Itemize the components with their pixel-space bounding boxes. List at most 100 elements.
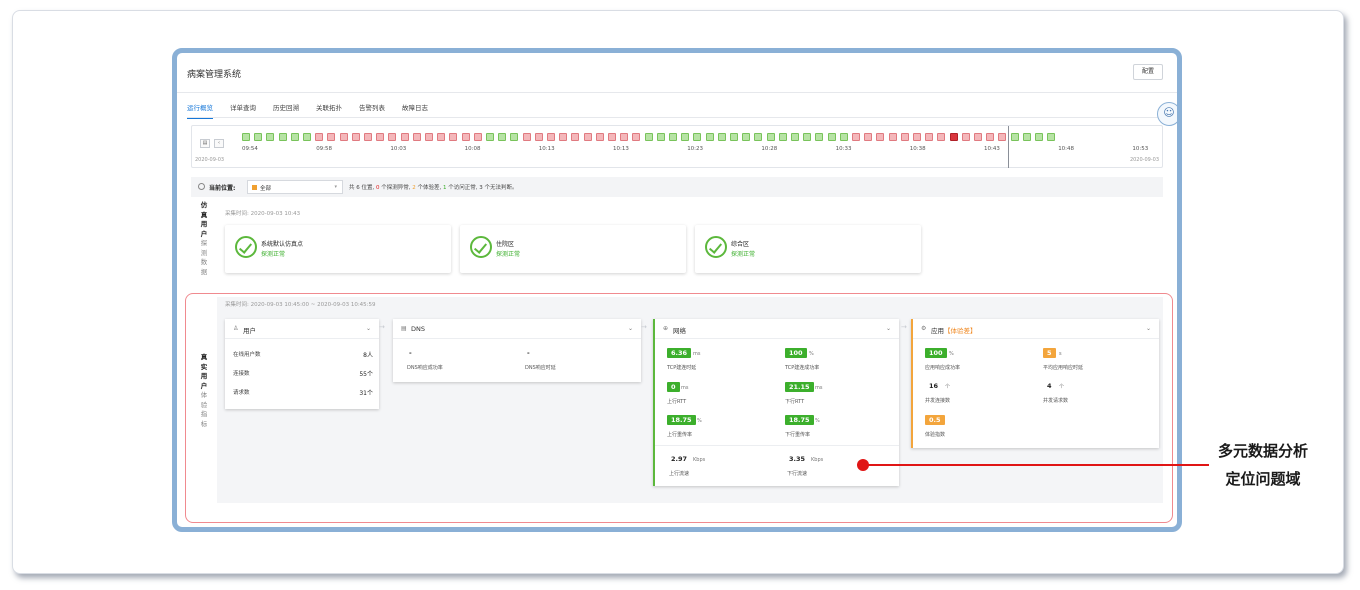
timeline-slot[interactable]	[864, 133, 873, 141]
timeline-slot[interactable]	[1022, 133, 1031, 141]
timeline-slot[interactable]	[351, 133, 360, 141]
timeline-slot[interactable]	[742, 133, 751, 141]
timeline-slot[interactable]	[571, 133, 580, 141]
config-button[interactable]: 配置	[1133, 64, 1163, 80]
check-circle-icon	[470, 236, 492, 258]
timeline-slot[interactable]	[717, 133, 726, 141]
timeline-slot[interactable]	[547, 133, 555, 141]
timeline-slot[interactable]	[400, 133, 409, 141]
app-module[interactable]: ⚙ 应用【体验差】 ⌄ 100 % 应用响应成功率 5 s 平均应用响应时延 1…	[911, 319, 1159, 448]
timeline-slot[interactable]	[852, 133, 860, 141]
timeline-slot[interactable]	[1047, 133, 1056, 141]
timeline-slot[interactable]	[522, 133, 531, 141]
tab-alarms[interactable]: 告警列表	[359, 104, 385, 112]
timeline-slot[interactable]	[839, 133, 848, 141]
location-select[interactable]: 全部 ▾	[247, 180, 343, 194]
timeline-slot[interactable]	[473, 133, 482, 141]
timeline-slot[interactable]	[632, 133, 641, 141]
timeline-slot[interactable]	[595, 133, 604, 141]
timeline-slot[interactable]	[949, 133, 958, 141]
timeline-slot[interactable]	[803, 133, 812, 141]
timeline-slot[interactable]	[778, 133, 787, 141]
timeline-slot[interactable]	[412, 133, 421, 141]
timeline-slot[interactable]	[644, 133, 653, 141]
timeline-slot[interactable]	[961, 133, 970, 141]
timeline-slot[interactable]	[827, 133, 836, 141]
timeline-slot[interactable]	[1010, 133, 1019, 141]
calendar-icon[interactable]: ▤	[200, 139, 210, 148]
timeline-slot[interactable]	[303, 133, 311, 141]
app-module-header[interactable]: ⚙ 应用【体验差】 ⌄	[913, 319, 1159, 339]
user-row-value: 31个	[359, 390, 373, 397]
dns-module-header[interactable]: ▤ DNS ⌄	[393, 319, 641, 339]
timeline-slot[interactable]	[254, 133, 263, 141]
timeline-slot[interactable]	[681, 133, 690, 141]
traffic-label: 下行流速	[787, 471, 808, 477]
timeline-slot[interactable]	[754, 133, 763, 141]
timeline-slot[interactable]	[925, 133, 934, 141]
timeline-slot[interactable]	[608, 133, 616, 141]
timeline-slot[interactable]	[278, 133, 287, 141]
timeline-slot[interactable]	[913, 133, 921, 141]
timeline-slot[interactable]	[388, 133, 397, 141]
timeline-slot[interactable]	[498, 133, 507, 141]
timeline-slot[interactable]	[815, 133, 824, 141]
network-module[interactable]: ⊕ 网络 ⌄ 6.36 ms TCP建连时延 100 % TCP建连成功率 0 …	[653, 319, 899, 486]
metric-unit: %	[815, 418, 820, 424]
timeline-slot[interactable]	[534, 133, 543, 141]
timeline-slot[interactable]	[876, 133, 885, 141]
timeline-slot[interactable]	[888, 133, 897, 141]
timeline-slot[interactable]	[425, 133, 433, 141]
user-row-label: 在线用户数	[233, 352, 261, 358]
timeline-slot[interactable]	[486, 133, 494, 141]
tab-detail-query[interactable]: 详单查询	[230, 104, 256, 112]
user-module[interactable]: ♙ 用户 ⌄ 在线用户数 8人 连接数 55个 请求数 31个	[225, 319, 379, 409]
timeline-slot[interactable]	[315, 133, 324, 141]
timeline-slot[interactable]	[339, 133, 348, 141]
timeline-slot[interactable]	[766, 133, 775, 141]
chevron-down-icon[interactable]: ⌄	[627, 325, 633, 332]
dns-module[interactable]: ▤ DNS ⌄ - DNS响应成功率 - DNS响应时延	[393, 319, 641, 382]
timeline-cursor[interactable]	[1008, 126, 1009, 168]
tab-topology[interactable]: 关联拓扑	[316, 104, 342, 112]
timeline-slot[interactable]	[974, 133, 982, 141]
timeline-slot[interactable]	[376, 133, 385, 141]
network-module-header[interactable]: ⊕ 网络 ⌄	[655, 319, 899, 339]
timeline-slot[interactable]	[290, 133, 299, 141]
tab-history[interactable]: 历史回溯	[273, 104, 299, 112]
timeline-slot[interactable]	[791, 133, 799, 141]
timeline-slot[interactable]	[937, 133, 946, 141]
timeline-slot[interactable]	[900, 133, 909, 141]
chevron-down-icon[interactable]: ⌄	[365, 325, 371, 332]
sim-card-status: 探测正常	[261, 251, 286, 258]
timeline-prev-button[interactable]: ‹	[214, 139, 224, 148]
assistant-icon[interactable]: ☺	[1157, 102, 1177, 126]
timeline-slot[interactable]	[510, 133, 519, 141]
sim-card[interactable]: 住院区 探测正常	[460, 225, 686, 273]
tab-overview[interactable]: 运行概览	[187, 101, 213, 119]
timeline-slot[interactable]	[998, 133, 1007, 141]
timeline-slot[interactable]	[437, 133, 446, 141]
timeline-slot[interactable]	[705, 133, 714, 141]
timeline-slot[interactable]	[461, 133, 470, 141]
chevron-down-icon[interactable]: ⌄	[1145, 325, 1151, 332]
timeline-slot[interactable]	[693, 133, 702, 141]
tab-fault-log[interactable]: 故障日志	[402, 104, 428, 112]
timeline-slot[interactable]	[669, 133, 677, 141]
sim-card[interactable]: 综合区 探测正常	[695, 225, 921, 273]
timeline-slot[interactable]	[1035, 133, 1043, 141]
timeline-slot[interactable]	[986, 133, 995, 141]
timeline-slot[interactable]	[327, 133, 336, 141]
sim-card[interactable]: 系统默认仿真点 探测正常	[225, 225, 451, 273]
timeline-slot[interactable]	[559, 133, 568, 141]
timeline-slot[interactable]	[266, 133, 275, 141]
timeline-slot[interactable]	[620, 133, 629, 141]
timeline-slot[interactable]	[364, 133, 372, 141]
user-module-header[interactable]: ♙ 用户 ⌄	[225, 319, 379, 339]
chevron-down-icon[interactable]: ⌄	[885, 325, 891, 332]
timeline-slot[interactable]	[242, 133, 250, 141]
timeline-slot[interactable]	[449, 133, 458, 141]
timeline-slot[interactable]	[656, 133, 665, 141]
timeline-slot[interactable]	[730, 133, 738, 141]
timeline-slot[interactable]	[583, 133, 592, 141]
